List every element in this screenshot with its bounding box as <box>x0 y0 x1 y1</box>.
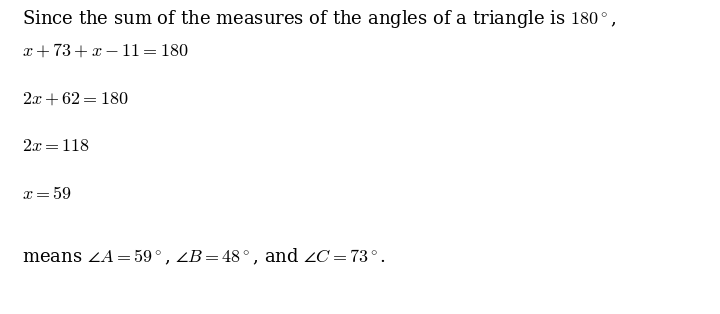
Text: $x = 59$: $x = 59$ <box>22 185 72 203</box>
Text: means $\angle A = 59^\circ$, $\angle B = 48^\circ$, and $\angle C = 73^\circ$.: means $\angle A = 59^\circ$, $\angle B =… <box>22 246 386 267</box>
Text: $x + 73 + x - 11 = 180$: $x + 73 + x - 11 = 180$ <box>22 42 189 60</box>
Text: $2x + 62 = 180$: $2x + 62 = 180$ <box>22 90 129 108</box>
Text: $2x = 118$: $2x = 118$ <box>22 137 90 155</box>
Text: Since the sum of the measures of the angles of a triangle is $180^\circ$,: Since the sum of the measures of the ang… <box>22 8 616 30</box>
